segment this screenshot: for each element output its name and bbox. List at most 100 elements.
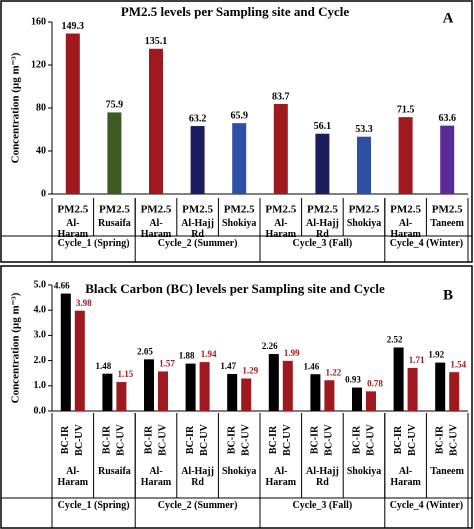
cycle-label: Cycle_1 (Spring) (57, 500, 130, 511)
cycle-label: Cycle_2 (Summer) (157, 238, 238, 249)
site-label: Taneem (430, 218, 464, 229)
bar (199, 362, 210, 411)
series-label: BC-UV (282, 423, 293, 455)
series-label: BC-UV (116, 423, 127, 455)
series-label: BC-IR (393, 425, 404, 454)
series-label: BC-IR (60, 425, 71, 454)
cycle-label: Cycle_4 (Winter) (389, 500, 464, 511)
bar (357, 136, 371, 194)
y-tick-label: 40 (36, 145, 46, 156)
value-label: 0.78 (367, 378, 383, 388)
value-label: 53.3 (355, 124, 373, 135)
bar (393, 347, 404, 411)
bar-label: PM2.5 (307, 204, 338, 216)
panel-letter: B (443, 287, 453, 303)
panel-letter: A (443, 10, 454, 26)
bar (315, 133, 330, 194)
bar-label: PM2.5 (57, 204, 88, 216)
series-label: BC-UV (448, 423, 459, 455)
site-label: Al-Hajj Rd (181, 218, 214, 240)
bar (268, 354, 279, 411)
chart-title: PM2.5 levels per Sampling site and Cycle (121, 4, 350, 19)
site-label: Rusaifa (97, 218, 131, 229)
value-label: 56.1 (314, 121, 332, 132)
series-label: BC-UV (157, 423, 168, 455)
bar (107, 112, 122, 194)
series-label: BC-IR (434, 425, 445, 454)
y-tick-label: 160 (31, 16, 46, 27)
y-tick-label: 0 (41, 188, 46, 199)
y-tick-label: 3.0 (34, 330, 47, 341)
value-label: 1.99 (284, 348, 300, 358)
series-label: BC-UV (74, 423, 85, 455)
site-label: Al-Haram (390, 218, 421, 240)
bar-label: PM2.5 (182, 204, 213, 216)
value-label: 1.88 (179, 351, 195, 361)
value-label: 75.9 (106, 100, 124, 111)
value-label: 0.93 (345, 375, 361, 385)
value-label: 149.3 (62, 21, 85, 32)
bar (65, 33, 80, 194)
bar-label: PM2.5 (224, 204, 255, 216)
cycle-label: Cycle_1 (Spring) (57, 238, 130, 249)
bar (149, 48, 163, 194)
value-label: 1.46 (304, 361, 320, 371)
y-axis-label: Concentration (µg m⁻³) (10, 292, 22, 403)
value-label: 3.98 (76, 298, 92, 308)
cycle-label: Cycle_3 (Fall) (292, 500, 353, 511)
bar-label: PM2.5 (349, 204, 380, 216)
bar (435, 362, 446, 411)
bar (158, 371, 168, 411)
series-label: BC-IR (351, 425, 362, 454)
value-label: 83.7 (272, 91, 290, 102)
bar-label: PM2.5 (141, 204, 172, 216)
bar (449, 372, 460, 411)
value-label: 1.54 (450, 359, 466, 369)
bar (407, 367, 418, 411)
series-label: BC-UV (407, 423, 418, 455)
bar (144, 359, 154, 411)
y-tick-label: 80 (36, 102, 46, 113)
value-label: 2.05 (137, 346, 153, 356)
value-label: 1.94 (201, 349, 217, 359)
value-label: 1.29 (242, 366, 258, 376)
site-label: Al-Hajj Rd (306, 466, 339, 488)
site-label: Al-Haram (390, 466, 421, 488)
value-label: 135.1 (145, 36, 168, 47)
site-label: Shokiya (346, 466, 382, 477)
y-tick-label: 1.0 (34, 380, 47, 391)
cycle-label: Cycle_3 (Fall) (292, 238, 353, 249)
value-label: 1.57 (159, 358, 175, 368)
bar (273, 104, 288, 194)
bar (227, 373, 238, 411)
site-label: Al-Haram (140, 466, 172, 488)
chart-title: Black Carbon (BC) levels per Sampling si… (85, 281, 385, 296)
bar (352, 387, 362, 411)
value-label: 1.71 (409, 355, 425, 365)
y-tick-label: 0.0 (34, 405, 47, 416)
bar (324, 380, 335, 411)
bar (440, 125, 455, 194)
value-label: 1.15 (118, 369, 134, 379)
series-label: BC-IR (185, 425, 196, 454)
bar (116, 382, 127, 411)
value-label: 1.22 (326, 367, 342, 377)
series-label: BC-IR (102, 425, 113, 454)
y-tick-label: 4.0 (34, 304, 47, 315)
value-label: 63.6 (438, 113, 456, 124)
bar-label: PM2.5 (265, 204, 296, 216)
series-label: BC-IR (310, 425, 321, 454)
bar (190, 126, 205, 194)
bar-label: PM2.5 (99, 204, 130, 216)
series-label: BC-UV (199, 423, 210, 455)
value-label: 4.66 (54, 281, 70, 291)
value-label: 2.26 (262, 341, 278, 351)
site-label: Taneem (430, 466, 464, 477)
value-label: 1.92 (428, 350, 444, 360)
bar (241, 378, 252, 411)
site-label: Al-Haram (265, 466, 297, 488)
cycle-label: Cycle_2 (Summer) (157, 500, 238, 511)
value-label: 2.52 (387, 335, 403, 345)
